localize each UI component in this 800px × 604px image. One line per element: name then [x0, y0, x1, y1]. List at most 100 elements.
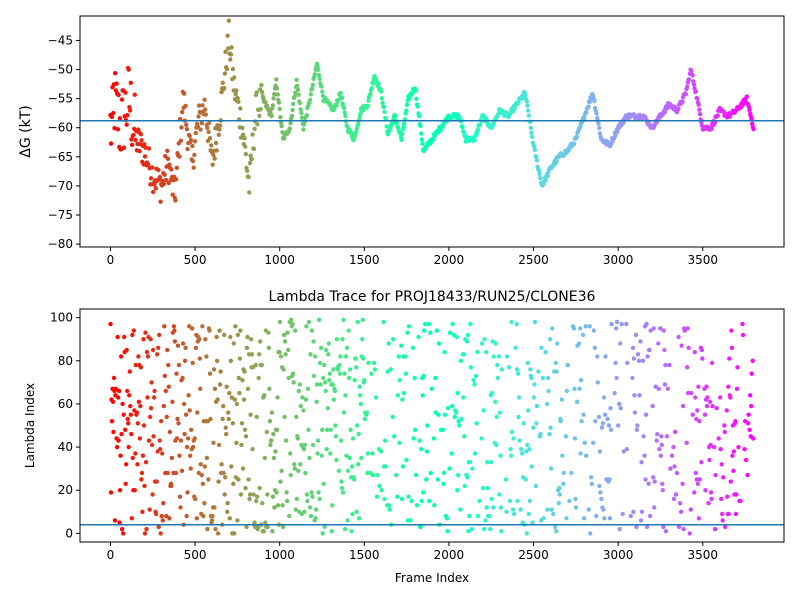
- delta-g-point: [279, 123, 284, 129]
- lambda-point: [644, 321, 649, 327]
- delta-g-point: [416, 113, 422, 119]
- lambda-point: [441, 481, 446, 486]
- lambda-point: [669, 453, 675, 458]
- delta-g-point: [537, 171, 542, 177]
- delta-g-point: [342, 110, 347, 115]
- lambda-point: [699, 347, 705, 353]
- lambda-point: [298, 462, 303, 467]
- lambda-point: [219, 462, 224, 467]
- lambda-point: [345, 468, 351, 473]
- lambda-point: [636, 358, 642, 363]
- lambda-point: [455, 488, 460, 493]
- lambda-point: [149, 380, 154, 385]
- delta-g-point: [310, 86, 315, 91]
- lambda-point: [200, 324, 205, 329]
- delta-g-point: [369, 86, 374, 91]
- lambda-point: [190, 360, 195, 366]
- delta-g-point: [143, 145, 148, 150]
- lambda-point: [432, 503, 437, 508]
- lambda-point: [433, 375, 438, 381]
- lambda-point: [286, 375, 291, 381]
- delta-g-x-tick-label: 2500: [518, 253, 549, 267]
- lambda-point: [572, 436, 578, 441]
- lambda-point: [708, 442, 713, 448]
- lambda-point: [212, 386, 218, 391]
- delta-g-point: [220, 80, 225, 86]
- lambda-y-tick-label: 100: [50, 311, 73, 325]
- delta-g-point: [157, 174, 163, 180]
- lambda-point: [318, 382, 323, 387]
- lambda-point: [635, 352, 641, 357]
- lambda-point: [665, 386, 671, 391]
- delta-g-point: [695, 96, 700, 101]
- lambda-point: [243, 485, 248, 491]
- lambda-point: [135, 421, 141, 426]
- delta-g-point: [295, 83, 300, 89]
- lambda-point: [503, 477, 509, 482]
- delta-g-point: [131, 132, 136, 138]
- lambda-point: [704, 384, 709, 389]
- delta-g-point: [278, 115, 283, 120]
- lambda-point: [331, 367, 336, 372]
- lambda-point: [613, 326, 619, 331]
- lambda-point: [403, 371, 409, 376]
- lambda-point: [263, 520, 268, 525]
- delta-g-point: [338, 90, 343, 96]
- delta-g-point: [693, 89, 699, 94]
- lambda-point: [569, 470, 574, 476]
- lambda-point: [581, 516, 587, 521]
- lambda-point: [185, 436, 191, 441]
- lambda-point: [304, 324, 309, 329]
- delta-g-point: [680, 99, 685, 104]
- delta-g-point: [213, 140, 219, 146]
- delta-g-point: [297, 100, 303, 106]
- lambda-point: [576, 341, 582, 346]
- lambda-point: [729, 345, 735, 350]
- lambda-point: [462, 434, 467, 439]
- lambda-point: [152, 388, 157, 394]
- delta-g-point: [250, 132, 255, 137]
- lambda-point: [454, 334, 459, 340]
- lambda-point: [262, 393, 267, 398]
- lambda-point: [697, 477, 703, 482]
- delta-g-point: [341, 105, 347, 111]
- delta-g-point: [153, 186, 158, 191]
- delta-g-point: [477, 122, 483, 128]
- lambda-point: [301, 408, 306, 413]
- lambda-point: [573, 505, 579, 510]
- delta-g-point: [293, 90, 298, 95]
- lambda-point: [332, 388, 338, 394]
- lambda-x-tick-label: 1500: [349, 548, 380, 562]
- lambda-point: [394, 472, 399, 478]
- lambda-point: [577, 326, 583, 331]
- delta-g-y-tick-label: −55: [48, 92, 73, 106]
- delta-g-point: [142, 142, 147, 147]
- delta-g-point: [246, 174, 251, 180]
- lambda-point: [362, 416, 367, 422]
- lambda-point: [238, 492, 244, 497]
- lambda-point: [663, 362, 668, 368]
- delta-g-point: [165, 156, 171, 161]
- lambda-point: [340, 337, 345, 342]
- lambda-point: [445, 406, 451, 411]
- lambda-point: [354, 509, 359, 514]
- lambda-point: [257, 352, 262, 357]
- delta-g-point: [379, 89, 384, 94]
- delta-g-point: [109, 114, 115, 120]
- delta-g-point: [243, 151, 248, 157]
- lambda-point: [213, 526, 218, 532]
- lambda-point: [355, 319, 360, 325]
- delta-g-point: [530, 134, 535, 139]
- lambda-point: [147, 414, 153, 420]
- lambda-point: [191, 444, 196, 450]
- lambda-point: [491, 505, 496, 510]
- lambda-point: [158, 531, 163, 536]
- lambda-point: [395, 494, 400, 499]
- delta-g-point: [275, 92, 280, 97]
- lambda-point: [187, 408, 192, 413]
- lambda-point: [722, 423, 727, 428]
- lambda-point: [499, 367, 505, 372]
- lambda-point: [706, 501, 711, 506]
- lambda-point: [293, 328, 298, 333]
- lambda-point: [325, 406, 330, 411]
